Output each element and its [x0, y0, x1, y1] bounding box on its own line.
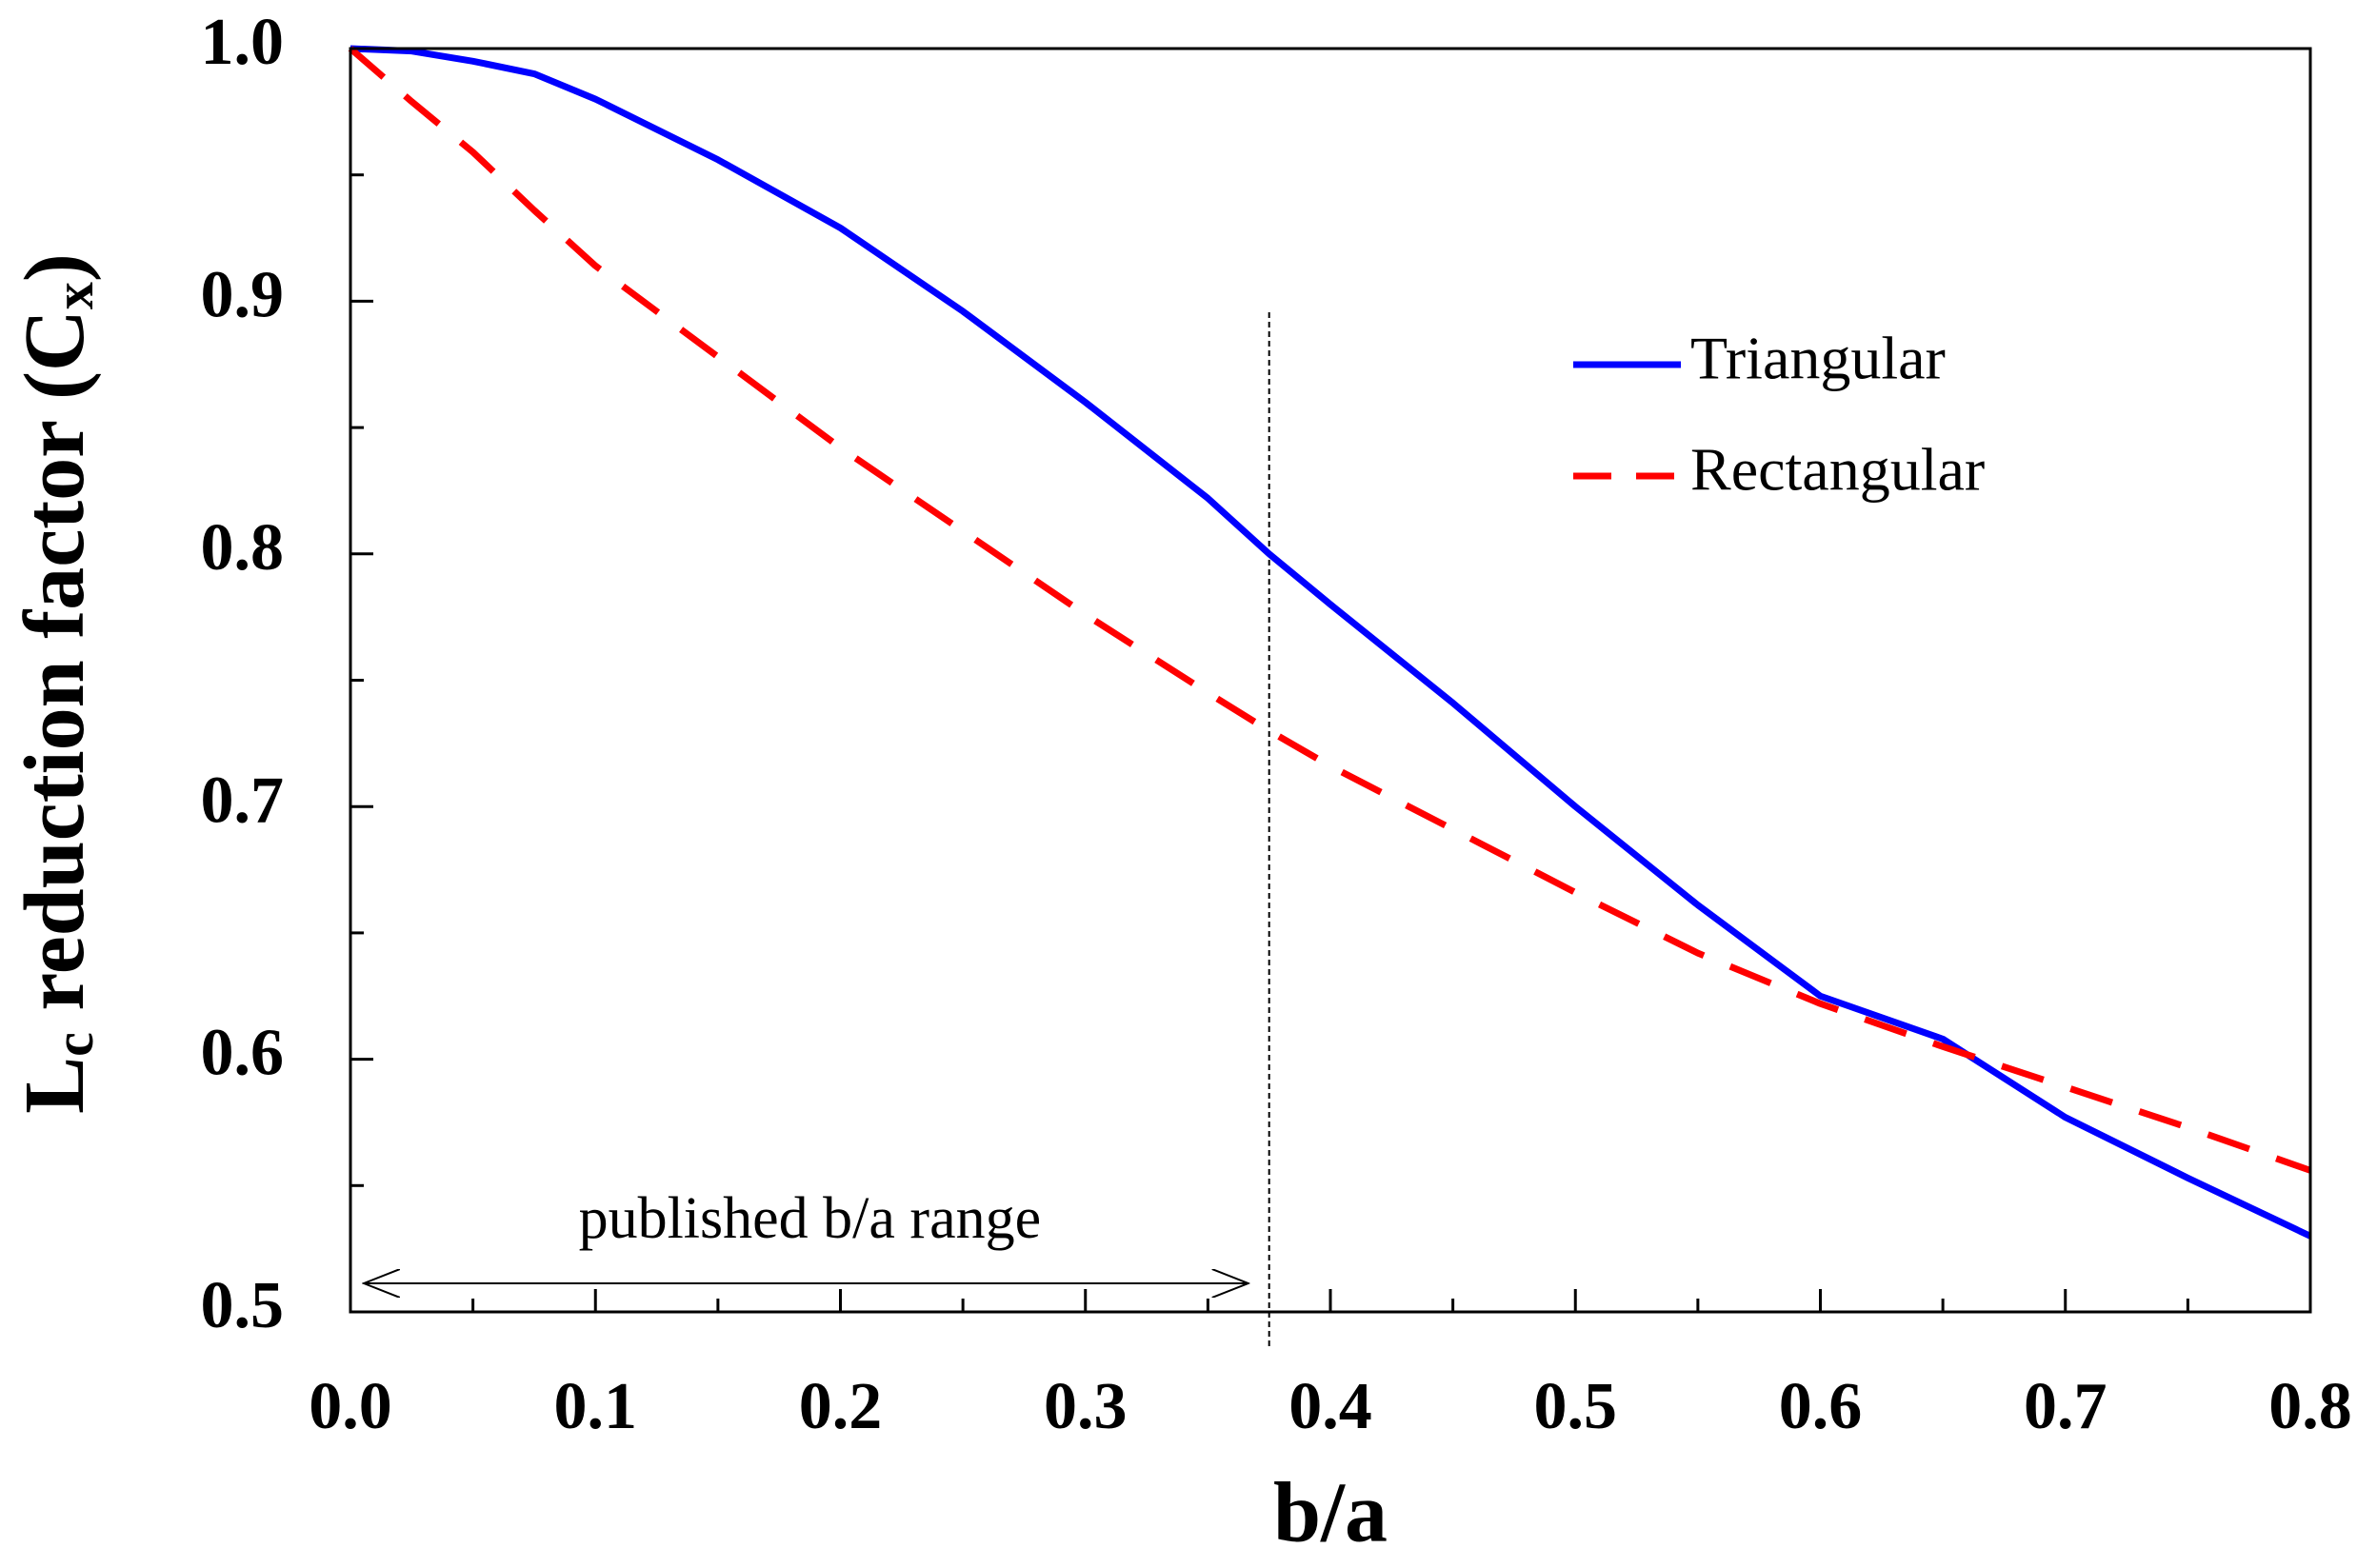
- legend-label: Triangular: [1690, 325, 1946, 392]
- y-tick-label: 0.7: [201, 764, 285, 837]
- x-tick-label: 0.8: [2268, 1370, 2352, 1443]
- y-tick-label: 1.0: [201, 6, 285, 79]
- y-label-sub: c: [43, 1032, 105, 1057]
- y-axis-label: Lc reduction factor (Cx): [8, 253, 106, 1114]
- y-tick-label: 0.9: [201, 258, 285, 331]
- x-tick-label: 0.2: [799, 1370, 883, 1443]
- x-tick-label: 0.7: [2024, 1370, 2107, 1443]
- x-tick-label: 0.1: [554, 1370, 638, 1443]
- series-line: [348, 46, 2312, 1174]
- y-tick-label: 0.6: [201, 1017, 285, 1090]
- series-line: [350, 45, 2312, 1240]
- x-tick-label: 0.4: [1288, 1370, 1372, 1443]
- y-label-part: ): [8, 253, 102, 282]
- x-tick-label: 0.0: [309, 1370, 392, 1443]
- x-tick-label: 0.3: [1044, 1370, 1128, 1443]
- y-tick-label: 0.8: [201, 511, 285, 585]
- y-tick-label: 0.5: [201, 1269, 285, 1342]
- y-label-sub: x: [43, 282, 105, 309]
- y-label-part: L: [8, 1057, 102, 1114]
- x-tick-label: 0.5: [1534, 1370, 1618, 1443]
- plot-frame: [349, 47, 2312, 1314]
- x-axis-label: b/a: [1273, 1466, 1388, 1560]
- y-label-part: reduction factor (C: [8, 309, 102, 1032]
- legend-label: Rectangular: [1690, 436, 1985, 504]
- x-tick-label: 0.6: [1779, 1370, 1863, 1443]
- annotation-text: published b/a range: [579, 1186, 1042, 1251]
